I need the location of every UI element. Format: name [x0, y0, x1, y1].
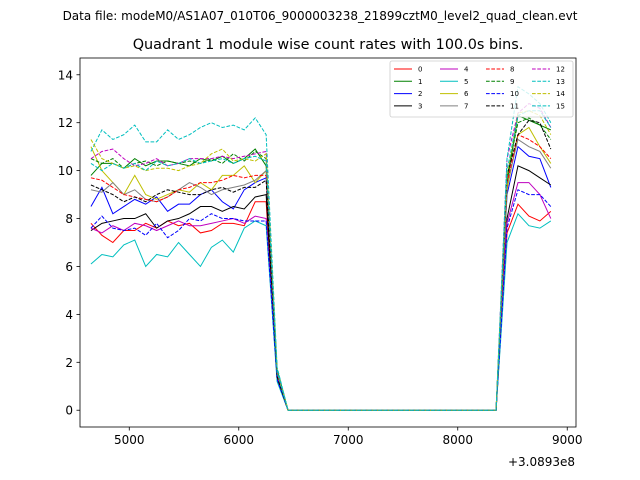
- legend-box: [389, 60, 574, 118]
- legend-label-10: 10: [510, 90, 519, 98]
- y-tick-label-12: 12: [58, 116, 73, 130]
- x-tick-label-5000: 5000: [114, 433, 145, 447]
- legend-label-14: 14: [556, 90, 565, 98]
- legend-label-8: 8: [510, 66, 514, 74]
- figure-suptitle: Data file: modeM0/AS1A07_010T06_90000032…: [63, 9, 578, 23]
- legend-label-1: 1: [418, 78, 422, 86]
- plot-frame: [79, 57, 577, 428]
- x-tick-label-6000: 6000: [223, 433, 254, 447]
- plot-area: [80, 58, 576, 427]
- legend-label-3: 3: [418, 102, 422, 110]
- y-tick-label-0: 0: [65, 404, 73, 418]
- x-tick-label-7000: 7000: [333, 433, 364, 447]
- y-tick-label-6: 6: [65, 260, 73, 274]
- y-axis: 0 2 4 6 8 10 12 14: [58, 68, 80, 418]
- legend-label-9: 9: [510, 78, 514, 86]
- legend-label-4: 4: [464, 66, 469, 74]
- x-tick-label-8000: 8000: [442, 433, 473, 447]
- x-tick-label-9000: 9000: [552, 433, 583, 447]
- x-axis: 5000 6000 7000 8000 9000: [114, 427, 583, 447]
- y-tick-label-8: 8: [65, 212, 73, 226]
- y-tick-label-14: 14: [58, 68, 73, 82]
- y-tick-label-2: 2: [65, 356, 73, 370]
- legend-label-13: 13: [556, 78, 565, 86]
- series-line-15: [90, 110, 552, 411]
- legend-label-6: 6: [464, 90, 469, 98]
- y-tick-label-10: 10: [58, 164, 73, 178]
- legend-label-2: 2: [418, 90, 422, 98]
- series-layer: [90, 85, 552, 411]
- legend-label-11: 11: [510, 102, 519, 110]
- series-line-13: [90, 85, 552, 411]
- y-tick-label-4: 4: [65, 308, 73, 322]
- series-line-11: [90, 119, 552, 411]
- legend-label-12: 12: [556, 66, 565, 74]
- legend-label-15: 15: [556, 102, 565, 110]
- legend-label-5: 5: [464, 78, 468, 86]
- chart-title: Quadrant 1 module wise count rates with …: [133, 37, 524, 53]
- legend-label-7: 7: [464, 102, 468, 110]
- x-offset-label: +3.0893e8: [508, 455, 575, 469]
- legend-label-0: 0: [418, 66, 422, 74]
